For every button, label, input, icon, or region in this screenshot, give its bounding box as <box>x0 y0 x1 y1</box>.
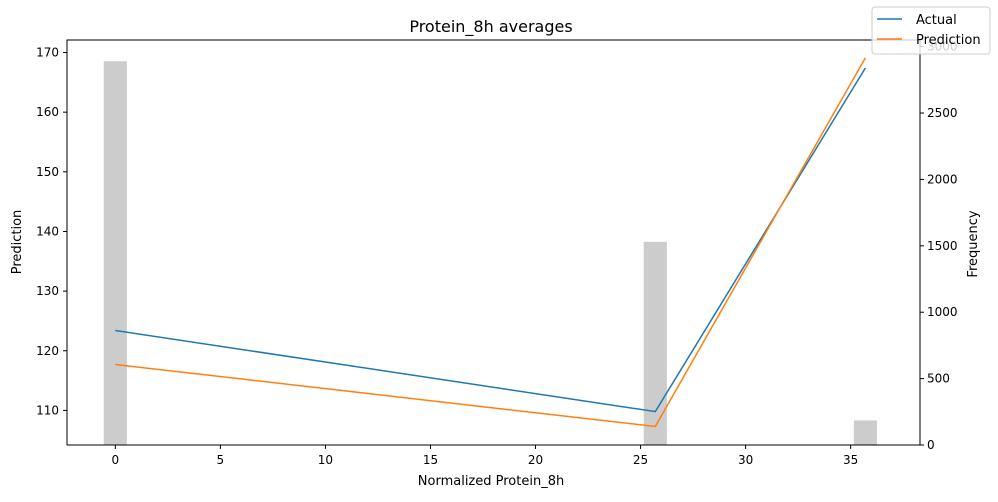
y2-tick-label: 1500 <box>927 239 958 253</box>
x-axis-label: Normalized Protein_8h <box>418 474 564 489</box>
histogram-bars <box>103 61 877 445</box>
y-tick-label: 170 <box>36 46 59 60</box>
x-tick-label: 30 <box>738 453 753 467</box>
x-axis-ticks: 0 5 10 15 20 25 30 35 <box>112 445 858 467</box>
y2-tick-label: 0 <box>927 438 935 452</box>
histogram-bar <box>853 420 877 445</box>
x-tick-label: 5 <box>217 453 225 467</box>
y2-tick-label: 2500 <box>927 106 958 120</box>
y-tick-label: 150 <box>36 165 59 179</box>
x-tick-label: 0 <box>112 453 120 467</box>
x-tick-label: 35 <box>843 453 858 467</box>
chart-title: Protein_8h averages <box>409 17 572 37</box>
series-lines <box>115 57 867 428</box>
y-tick-label: 140 <box>36 224 59 238</box>
x-tick-label: 10 <box>318 453 333 467</box>
x-tick-label: 20 <box>528 453 543 467</box>
series-line-actual <box>115 67 867 413</box>
x-tick-label: 15 <box>423 453 438 467</box>
y2-tick-label: 2000 <box>927 172 958 186</box>
legend-label-actual: Actual <box>916 13 957 28</box>
y2-tick-label: 500 <box>927 372 950 386</box>
plot-frame <box>66 39 921 446</box>
y2-axis-label: Frequency <box>966 210 981 277</box>
y-tick-label: 130 <box>36 284 59 298</box>
legend-label-prediction: Prediction <box>916 33 981 48</box>
histogram-bar <box>643 241 667 445</box>
histogram-bar <box>103 61 127 445</box>
y-axis-ticks: 110 120 130 140 150 160 170 <box>36 46 67 417</box>
y2-tick-label: 1000 <box>927 305 958 319</box>
y-tick-label: 110 <box>36 403 59 417</box>
x-tick-label: 25 <box>633 453 648 467</box>
y2-axis-ticks: 050010001500200025003000 <box>920 40 958 452</box>
y-tick-label: 120 <box>36 344 59 358</box>
legend: Actual Prediction <box>871 6 991 55</box>
series-line-prediction <box>115 57 867 428</box>
y-tick-label: 160 <box>36 105 59 119</box>
y-axis-label: Prediction <box>10 210 25 275</box>
